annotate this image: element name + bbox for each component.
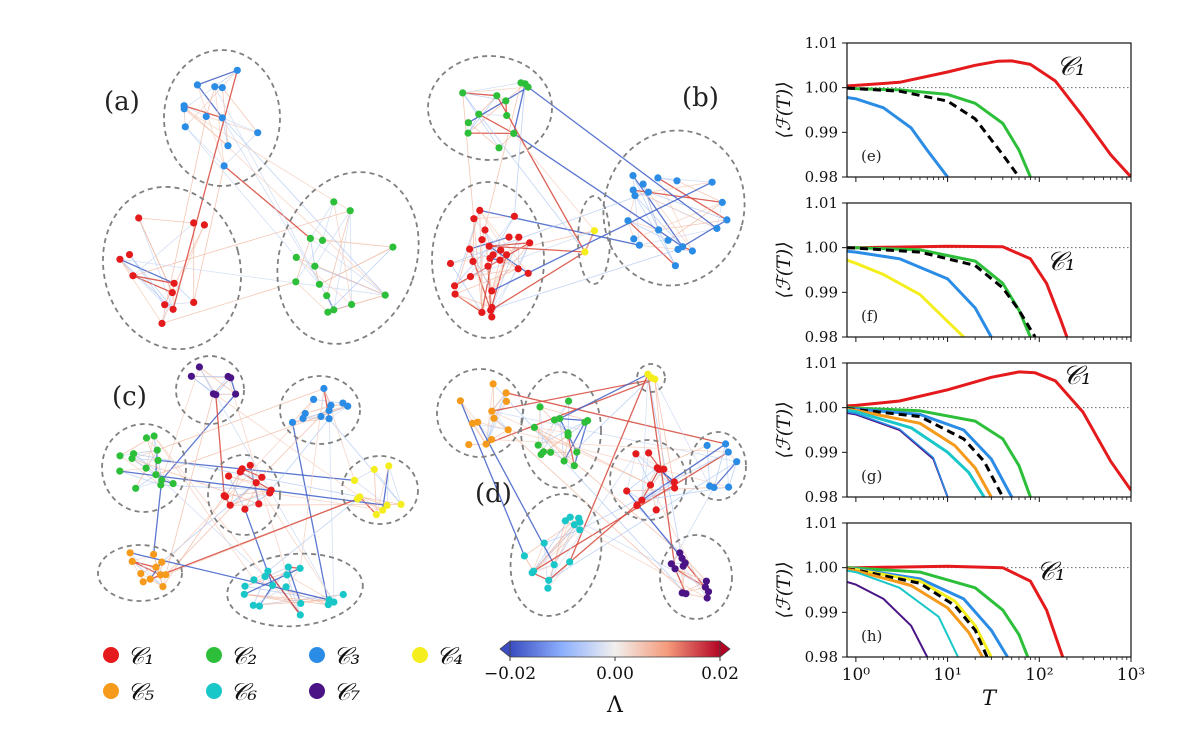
annotation-c1: 𝒞₁ bbox=[1056, 52, 1085, 82]
network-figure: (a) (b) (c) (d) 𝒞₁ 𝒞₂ 𝒞₃ 𝒞₄ 𝒞₅ 𝒞₆ 𝒞₇ −0.… bbox=[97, 49, 747, 718]
panel-label: (e) bbox=[861, 147, 882, 165]
community-outlines bbox=[97, 49, 747, 628]
legend-label-c4: 𝒞₄ bbox=[436, 642, 463, 670]
y-tick-label: 0.98 bbox=[805, 168, 838, 186]
legend-marker-c4 bbox=[412, 647, 428, 663]
legend-label-c7: 𝒞₇ bbox=[333, 678, 360, 706]
legend-label-c1: 𝒞₁ bbox=[127, 642, 154, 670]
colorbar-label: Λ bbox=[606, 693, 624, 718]
y-tick-label: 1.00 bbox=[805, 399, 838, 417]
y-tick-label: 1.00 bbox=[805, 79, 838, 97]
series-line-6 bbox=[847, 408, 986, 497]
y-tick-label: 0.99 bbox=[805, 443, 838, 461]
panel-label-b: (b) bbox=[682, 83, 719, 113]
panel-label: (g) bbox=[861, 467, 882, 485]
plot-frame bbox=[846, 42, 1132, 178]
y-tick-label: 0.98 bbox=[805, 648, 838, 666]
y-tick-label: 0.98 bbox=[805, 488, 838, 506]
colorbar: −0.02 0.00 0.02 Λ bbox=[484, 640, 739, 718]
series-line-4 bbox=[847, 96, 949, 177]
y-tick-label: 0.99 bbox=[805, 283, 838, 301]
community-legend: 𝒞₁ 𝒞₂ 𝒞₃ 𝒞₄ 𝒞₅ 𝒞₆ 𝒞₇ bbox=[103, 642, 463, 706]
panel-label: (h) bbox=[861, 627, 882, 645]
y-tick-label: 1.00 bbox=[805, 559, 838, 577]
annotation-c1: 𝒞₁ bbox=[1046, 247, 1075, 277]
plot-frame bbox=[846, 362, 1132, 498]
legend-marker-c5 bbox=[103, 683, 119, 699]
y-tick-label: 0.99 bbox=[805, 603, 838, 621]
legend-label-c6: 𝒞₆ bbox=[230, 678, 257, 706]
plot-frame bbox=[846, 202, 1132, 338]
colorbar-tick-min: −0.02 bbox=[484, 664, 536, 684]
fidelity-chart-h: 0.98 0.99 1.00 1.01 10⁰ 10¹ 10² 10³ T ⟨ℱ(T)⟩ (h) 𝒞₁ bbox=[773, 514, 1145, 710]
series-line-6 bbox=[847, 568, 984, 657]
x-tick-label: 10⁰ bbox=[842, 665, 871, 685]
y-axis-label: ⟨ℱ(T)⟩ bbox=[773, 401, 795, 458]
legend-marker-c6 bbox=[206, 683, 222, 699]
network-nodes bbox=[116, 66, 741, 619]
series-line-4 bbox=[847, 249, 993, 337]
legend-label-c3: 𝒞₃ bbox=[333, 642, 360, 670]
y-axis-label: ⟨ℱ(T)⟩ bbox=[773, 81, 795, 138]
panel-label-a: (a) bbox=[104, 87, 140, 117]
colorbar-tick-mid: 0.00 bbox=[596, 664, 634, 684]
y-tick-label: 0.98 bbox=[805, 328, 838, 346]
y-tick-label: 1.01 bbox=[805, 194, 838, 212]
colorbar-max-arrow bbox=[719, 640, 731, 658]
x-tick-label: 10³ bbox=[1117, 665, 1145, 685]
series-line-7 bbox=[847, 569, 959, 657]
y-tick-label: 0.99 bbox=[805, 123, 838, 141]
x-tick-label: 10² bbox=[1025, 665, 1053, 685]
series-line-1 bbox=[847, 59, 1131, 177]
series-line-1 bbox=[847, 370, 1131, 492]
series-line-2 bbox=[847, 246, 1032, 337]
annotation-c1: 𝒞₁ bbox=[1036, 557, 1065, 587]
y-tick-label: 1.01 bbox=[805, 354, 838, 372]
legend-marker-c2 bbox=[206, 647, 222, 663]
series-line-5 bbox=[847, 258, 965, 337]
colorbar-min-arrow bbox=[499, 640, 511, 658]
y-axis-label: ⟨ℱ(T)⟩ bbox=[773, 561, 795, 618]
x-axis-label: T bbox=[982, 686, 998, 710]
legend-marker-c3 bbox=[309, 647, 325, 663]
y-axis-label: ⟨ℱ(T)⟩ bbox=[773, 241, 795, 298]
series-line-8 bbox=[847, 581, 929, 657]
legend-marker-c7 bbox=[309, 683, 325, 699]
colorbar-tick-max: 0.02 bbox=[701, 664, 739, 684]
fidelity-chart-g: 0.98 0.99 1.00 1.01 ⟨ℱ(T)⟩ (g) 𝒞₁ bbox=[773, 354, 1132, 506]
x-tick-label: 10¹ bbox=[933, 665, 961, 685]
y-tick-label: 1.00 bbox=[805, 239, 838, 257]
y-tick-label: 1.01 bbox=[805, 514, 838, 532]
legend-label-c2: 𝒞₂ bbox=[230, 642, 257, 670]
plot-frame bbox=[846, 522, 1132, 658]
series-line-8 bbox=[847, 411, 949, 497]
legend-marker-c1 bbox=[103, 647, 119, 663]
legend-label-c5: 𝒞₅ bbox=[127, 678, 154, 706]
fidelity-chart-f: 0.98 0.99 1.00 1.01 ⟨ℱ(T)⟩ (f) 𝒞₁ bbox=[773, 194, 1132, 346]
fidelity-chart-e: 0.98 0.99 1.00 1.01 ⟨ℱ(T)⟩ (e) 𝒞₁ bbox=[773, 34, 1132, 186]
annotation-c1: 𝒞₁ bbox=[1062, 361, 1091, 391]
panel-label-c: (c) bbox=[112, 382, 147, 412]
panel-label-d: (d) bbox=[475, 479, 512, 509]
panel-label: (f) bbox=[861, 307, 878, 325]
y-tick-label: 1.01 bbox=[805, 34, 838, 52]
